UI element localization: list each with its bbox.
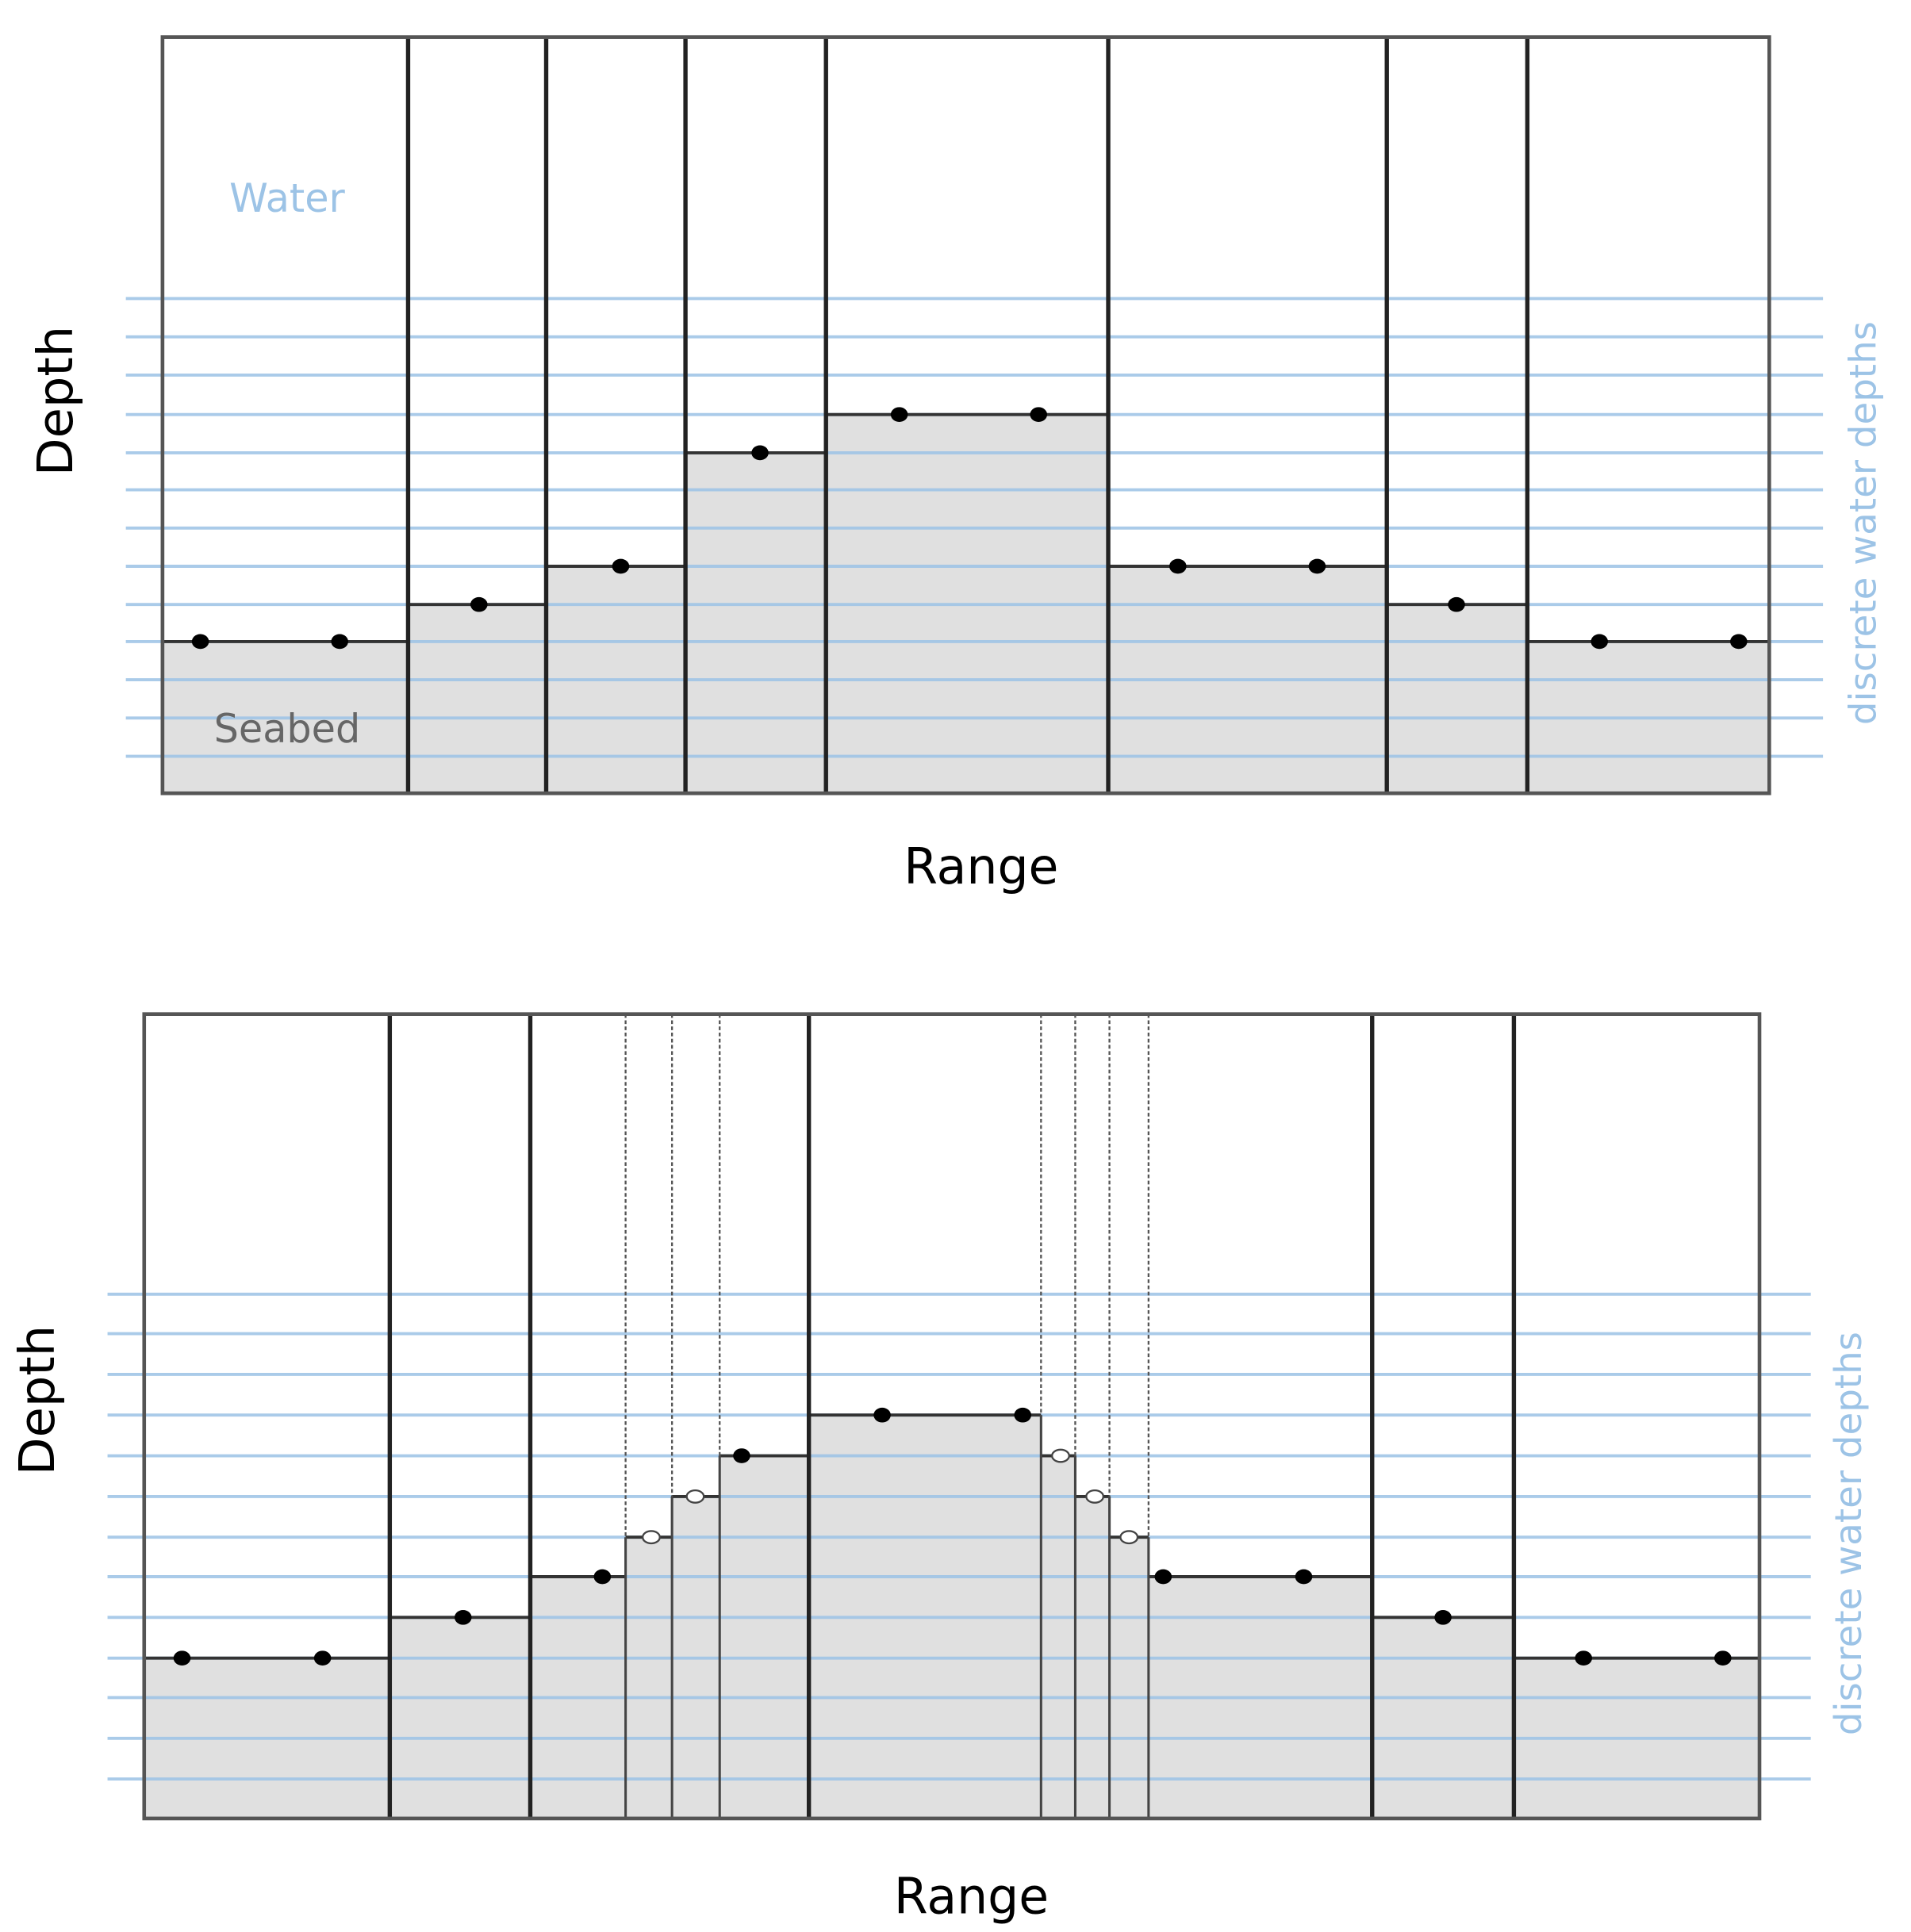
depth-point: [454, 1610, 472, 1625]
frame: [142, 1012, 1762, 1821]
seabed-column: [624, 1535, 673, 1820]
seabed-column: [1108, 1535, 1150, 1820]
panel-bottom: [107, 1012, 1811, 1821]
interpolated-point: [1051, 1448, 1070, 1463]
seabed-column: [718, 1455, 811, 1820]
depth-point: [1730, 634, 1748, 650]
seabed-column: [684, 451, 827, 795]
side-label: discrete water depths: [1842, 321, 1885, 725]
depth-point: [1169, 558, 1187, 574]
depth-point: [313, 1650, 332, 1666]
interpolated-point: [642, 1530, 661, 1545]
interpolated-point: [1085, 1489, 1105, 1504]
depth-point: [890, 407, 908, 422]
depth-point: [1575, 1650, 1592, 1666]
x-axis-label: Range: [904, 838, 1058, 895]
depth-point: [751, 445, 769, 461]
water-label: Water: [229, 175, 345, 221]
depth-point: [733, 1448, 750, 1463]
seabed-column: [1371, 1616, 1515, 1820]
seabed-label: Seabed: [214, 706, 361, 752]
depth-point: [593, 1569, 612, 1585]
interpolated-point: [685, 1489, 705, 1504]
depth-point: [1714, 1650, 1732, 1666]
interpolated-point: [1119, 1530, 1139, 1545]
seabed-column: [1385, 603, 1529, 795]
depth-point: [173, 1650, 191, 1666]
depth-point: [331, 634, 348, 650]
depth-point: [191, 634, 209, 650]
seabed-column: [388, 1616, 532, 1820]
y-axis-label: Depth: [9, 1325, 66, 1475]
depth-point: [612, 558, 630, 574]
depth-point: [1434, 1610, 1452, 1625]
panel-top: [125, 35, 1824, 795]
depth-point: [1154, 1569, 1172, 1585]
depth-point: [1591, 634, 1609, 650]
depth-point: [1295, 1569, 1313, 1585]
depth-point: [1014, 1407, 1031, 1423]
depth-point: [873, 1407, 891, 1423]
depth-point: [470, 596, 488, 612]
y-axis-label: Depth: [27, 326, 84, 476]
depth-point: [1448, 596, 1465, 612]
frame: [160, 35, 1771, 795]
side-label: discrete water depths: [1827, 1332, 1870, 1735]
depth-point: [1030, 407, 1048, 422]
depth-point: [1308, 558, 1326, 574]
x-axis-label: Range: [894, 1868, 1049, 1925]
seabed-column: [1039, 1455, 1076, 1820]
seabed-column: [406, 603, 548, 795]
